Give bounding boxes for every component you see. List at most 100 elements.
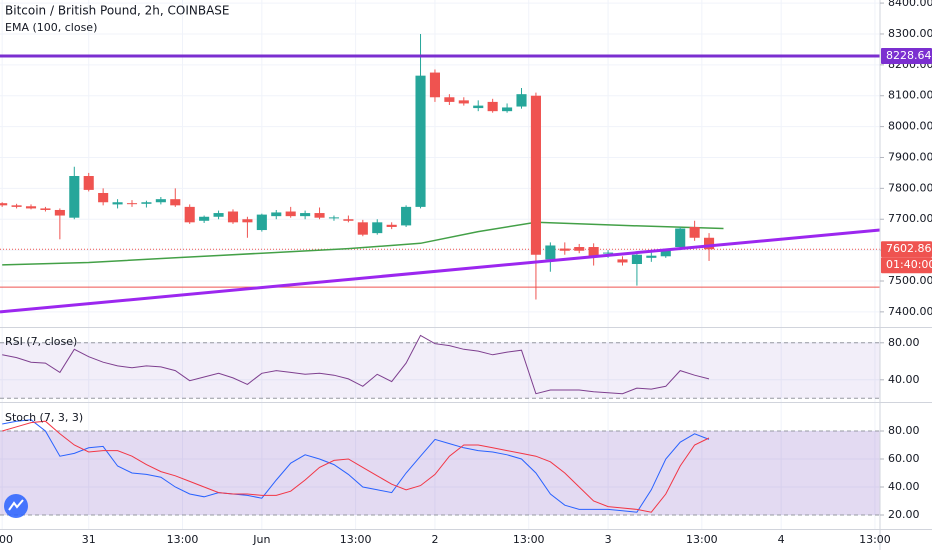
- candle-body: [213, 213, 224, 217]
- candle-body: [502, 107, 513, 112]
- candle-body: [516, 94, 527, 107]
- candle-body: [559, 248, 570, 251]
- y-tick-label: 20.00: [888, 508, 920, 521]
- candle-body: [415, 75, 426, 207]
- logo-icon[interactable]: [8, 499, 24, 511]
- ema-line: [2, 221, 724, 266]
- marks: [0, 33, 881, 513]
- candle-body: [487, 101, 498, 112]
- candle-body: [444, 97, 455, 102]
- candle-body: [242, 219, 253, 223]
- candle-body: [458, 100, 469, 104]
- candle-body: [126, 203, 138, 205]
- candle-body: [155, 199, 166, 203]
- candle-body: [98, 192, 109, 203]
- stoch-legend: Stoch (7, 3, 3): [5, 411, 83, 424]
- candle-body: [0, 203, 8, 206]
- candle-body: [372, 222, 383, 234]
- last-price-label: 7602.86: [886, 242, 932, 255]
- y-tick-label: 7800.00: [888, 181, 932, 194]
- candle-body: [227, 211, 239, 223]
- resistance-label-box: [881, 48, 932, 65]
- y-tick-label: 8100.00: [888, 89, 932, 102]
- candle-body: [545, 245, 556, 260]
- y-tick-label: 7400.00: [888, 305, 932, 318]
- resistance-label: 8228.64: [886, 49, 932, 62]
- candle-body: [300, 213, 311, 217]
- candle-body: [69, 176, 80, 218]
- x-tick-label: 2: [431, 533, 438, 546]
- candle-body: [25, 206, 37, 209]
- candle-body: [675, 228, 686, 248]
- candle-body: [357, 222, 368, 235]
- candle-body: [199, 216, 210, 221]
- x-tick-label: 31: [82, 533, 96, 546]
- rsi-legend: RSI (7, close): [5, 335, 77, 348]
- candle-body: [704, 237, 715, 250]
- band: [0, 342, 880, 399]
- band: [0, 431, 880, 515]
- x-tick-label: 4: [778, 533, 785, 546]
- stoch-line: [2, 419, 710, 513]
- y-tick-label: 80.00: [888, 336, 920, 349]
- candle-body: [256, 214, 267, 231]
- candle-body: [314, 213, 325, 218]
- last-price-label-box: [881, 241, 932, 258]
- stoch-line: [2, 420, 710, 513]
- y-tick-label: 8300.00: [888, 27, 932, 40]
- x-tick-label: 13:00: [340, 533, 372, 546]
- countdown-label-box: [881, 257, 932, 274]
- x-tick-label: 13:00: [859, 533, 891, 546]
- candle-body: [54, 209, 65, 216]
- trend-line: [0, 228, 881, 314]
- candle-body: [689, 226, 700, 238]
- y-tick-label: 8000.00: [888, 120, 932, 133]
- x-tick-label: 13:00: [686, 533, 718, 546]
- y-tick-label: 60.00: [888, 452, 920, 465]
- candle-body: [386, 224, 397, 227]
- grid: [0, 0, 880, 529]
- x-tick-label: 13:00: [513, 533, 545, 546]
- y-tick-label: 7700.00: [888, 212, 932, 225]
- candle-body: [401, 206, 412, 226]
- candle-body: [328, 217, 340, 219]
- candle-body: [473, 105, 484, 109]
- candle-body: [141, 202, 152, 204]
- candle-body: [40, 208, 51, 210]
- candle-body: [617, 259, 628, 263]
- candle-body: [429, 72, 440, 98]
- candle-body: [170, 199, 181, 206]
- candle-body: [603, 252, 614, 254]
- x-tick-label: 3: [605, 533, 612, 546]
- candle-body: [530, 95, 541, 255]
- candle-body: [11, 205, 22, 207]
- candle-body: [83, 176, 94, 190]
- candle-body: [660, 250, 671, 257]
- candle-body: [631, 254, 642, 265]
- y-tick-label: 7500.00: [888, 274, 932, 287]
- candle-body: [588, 247, 599, 257]
- x-tick-label: 00: [0, 533, 13, 546]
- candle-body: [184, 206, 195, 223]
- candle-body: [271, 212, 282, 217]
- x-tick-label: Jun: [252, 533, 270, 546]
- y-tick-label: 7900.00: [888, 150, 932, 163]
- x-tick-label: 13:00: [167, 533, 199, 546]
- candle-body: [646, 255, 657, 258]
- candle-body: [285, 211, 296, 217]
- logo[interactable]: [4, 494, 28, 518]
- rsi-line: [2, 334, 710, 395]
- chart-title: Bitcoin / British Pound, 2h, COINBASE: [5, 4, 230, 18]
- ema-legend: EMA (100, close): [5, 21, 97, 34]
- y-tick-label: 8400.00: [888, 0, 932, 9]
- candle-body: [112, 202, 123, 205]
- y-tick-label: 40.00: [888, 373, 920, 386]
- candle-body: [574, 247, 585, 251]
- y-tick-label: 80.00: [888, 424, 920, 437]
- countdown-label: 01:40:00: [886, 258, 932, 271]
- candle-body: [343, 219, 354, 221]
- y-tick-label: 40.00: [888, 480, 920, 493]
